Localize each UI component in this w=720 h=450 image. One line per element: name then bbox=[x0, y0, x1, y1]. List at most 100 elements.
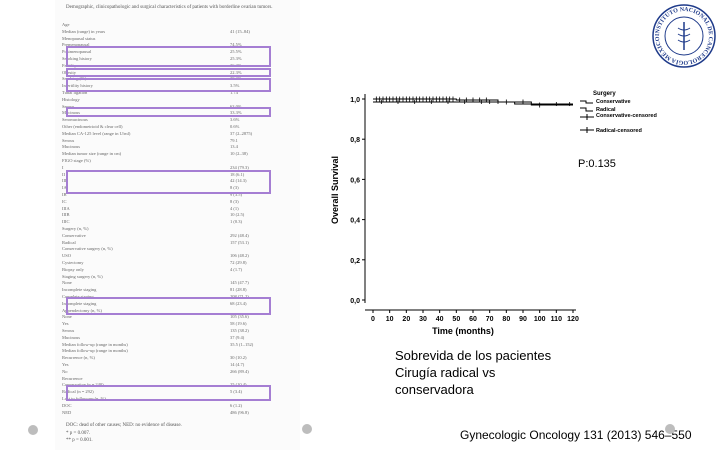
table-cell-label: Median CA-125 level (range in U/ml) bbox=[62, 130, 131, 136]
table-cell-value: 5 (3.4) bbox=[230, 389, 242, 395]
x-tick-label: 120 bbox=[567, 316, 579, 323]
x-tick-label: 60 bbox=[469, 316, 477, 323]
table-row: Mucinous 33.3% bbox=[62, 110, 282, 116]
table-cell-label: Median (range) in years bbox=[62, 28, 106, 34]
y-axis-label: Overall Survival bbox=[330, 156, 340, 224]
highlight-box bbox=[66, 297, 271, 315]
table-cell-label: Median tumor size (range in cm) bbox=[62, 151, 122, 157]
table-cell-label: Recurrence bbox=[62, 375, 83, 381]
table-cell-label: FIGO stage (%) bbox=[62, 158, 91, 163]
table-row: Conservative 292 (48.4) bbox=[62, 233, 282, 239]
table-row: II 18 (6.1) bbox=[62, 172, 282, 178]
table-row: Serous 79.1 bbox=[62, 138, 282, 144]
table-row: Biopsy only 4 (1.7) bbox=[62, 267, 282, 273]
table-cell-label: Infertility history bbox=[62, 83, 93, 89]
x-axis-label: Time (months) bbox=[432, 326, 494, 336]
x-tick-label: 80 bbox=[502, 316, 510, 323]
table-row: IIIC 1 (0.3) bbox=[62, 219, 282, 225]
table-cell-label: Median follow-up (range in months) bbox=[62, 341, 128, 347]
table-row: None 105 (35.6) bbox=[62, 314, 282, 320]
x-tick-label: 0 bbox=[371, 316, 375, 323]
table-cell-label: Tubal ligation bbox=[62, 90, 88, 95]
table-row: FIGO stage (%) bbox=[62, 158, 282, 164]
table-cell-value: 42 (14.3) bbox=[230, 178, 247, 184]
table-cell-label: Cystectomy bbox=[62, 260, 84, 265]
decorative-dot bbox=[28, 425, 38, 435]
table-cell-label: Mucinous bbox=[62, 110, 80, 116]
table-cell-value: 4 (1.7) bbox=[230, 266, 242, 272]
table-cell-value: 22.3% bbox=[230, 69, 242, 75]
table-row: Recurrence (n, %) 30 (10.2) bbox=[62, 355, 282, 361]
table-cell-value: 10 (2.5) bbox=[230, 212, 245, 218]
table-row: Yes 58 (19.6) bbox=[62, 321, 282, 327]
table-cell-label: IA bbox=[62, 185, 67, 191]
table-cell-label: Mucinous bbox=[62, 334, 80, 340]
x-tick-label: 50 bbox=[452, 316, 460, 323]
legend-label: Radical bbox=[596, 107, 616, 113]
table-cell-value: 58 (19.6) bbox=[230, 321, 247, 327]
table-row: Serous 63.0% bbox=[62, 104, 282, 110]
table-row: Infertility history 3.5% bbox=[62, 83, 282, 89]
table-cell-label: Menopausal status bbox=[62, 35, 96, 41]
table-cell-value: 13.4 bbox=[230, 144, 238, 150]
p-value-label: P:0.135 bbox=[578, 158, 616, 170]
table-cell-value: 4 (1) bbox=[230, 205, 239, 211]
table-cell-label: Serous bbox=[62, 103, 75, 109]
table-row: Age bbox=[62, 22, 282, 28]
table-cell-label: IB bbox=[62, 192, 67, 197]
table-row: Median CA-125 level (range in U/ml) 37 (2… bbox=[62, 131, 282, 137]
table-cell-label: IIIB bbox=[62, 212, 70, 218]
table-cell-label: Radical bbox=[62, 239, 76, 245]
table-row: Radical 157 (53.1) bbox=[62, 240, 282, 246]
table-footnote: DOC: dead of other causes; NED: no evide… bbox=[66, 423, 182, 428]
survival-chart: Overall Survival Time (months) P:0.135 S… bbox=[330, 91, 657, 336]
table-cell-value: 234 (79.3) bbox=[230, 164, 249, 170]
table-cell-value: 68 (23.4) bbox=[230, 300, 247, 306]
x-tick-label: 20 bbox=[402, 316, 410, 323]
table-cell-label: Surgery (n, %) bbox=[62, 226, 89, 231]
table-row: Conservative surgery (n, %) bbox=[62, 246, 282, 252]
table-cell-label: Incomplete staging bbox=[62, 300, 97, 306]
table-row: Mucinous 37 (9.4) bbox=[62, 335, 282, 341]
chart-series bbox=[373, 96, 573, 108]
table-cell-value: 79.1 bbox=[230, 137, 238, 143]
description: Sobrevida de los pacientes Cirugía radic… bbox=[395, 348, 552, 397]
y-tick-label: 1,0 bbox=[350, 97, 360, 104]
table-cell-value: 37 (2–2875) bbox=[230, 130, 253, 136]
y-tick-label: 0,6 bbox=[350, 177, 360, 184]
table-row: IA 8 (3) bbox=[62, 185, 282, 191]
table-cell-label: Lost to follow-up (n, %) bbox=[62, 396, 106, 401]
table-row: IIIA 4 (1) bbox=[62, 206, 282, 212]
x-tick-label: 10 bbox=[386, 316, 394, 323]
table-row: IB 9 (3.5) bbox=[62, 192, 282, 198]
x-tick-label: 110 bbox=[551, 316, 562, 323]
y-tick-label: 0,4 bbox=[350, 218, 360, 225]
table-cell-value: 157 (53.1) bbox=[230, 239, 249, 245]
table-row: Complete staging 208 (71.2) bbox=[62, 294, 282, 300]
table-row: Median (range) in years 41 (15–84) bbox=[62, 29, 282, 35]
table-footnote: * p = 0.007. bbox=[66, 431, 91, 436]
table-row: Radical (n = 292) 5 (3.4) bbox=[62, 389, 282, 395]
table-row: Incomplete staging 81 (28.8) bbox=[62, 287, 282, 293]
table-row: Incomplete staging 68 (23.4) bbox=[62, 301, 282, 307]
table-cell-label: Smoking history bbox=[62, 56, 92, 61]
series-line bbox=[373, 101, 573, 105]
table-row: Smoking history 25.3% bbox=[62, 56, 282, 62]
decorative-dot bbox=[665, 424, 675, 434]
highlight-box bbox=[66, 68, 271, 77]
table-row: None 145 (47.7) bbox=[62, 280, 282, 286]
table-row: Yes 14 (4.7) bbox=[62, 362, 282, 368]
table-row: Serous 135 (38.2) bbox=[62, 328, 282, 334]
table-cell-label: I bbox=[62, 164, 64, 170]
table-row: Lost to follow-up (n, %) bbox=[62, 396, 282, 402]
legend-title: Surgery bbox=[593, 91, 616, 97]
x-tick-label: 90 bbox=[519, 316, 527, 323]
table-cell-label: Histology bbox=[62, 96, 80, 102]
table-cell-value: 35.5 (1–152) bbox=[230, 341, 254, 347]
table-cell-label: Obesity bbox=[62, 69, 76, 75]
table-cell-value: 3.6% bbox=[230, 117, 240, 123]
table-row: USO 106 (48.2) bbox=[62, 253, 282, 259]
table-row: IIIB 10 (2.5) bbox=[62, 212, 282, 218]
x-tick-label: 40 bbox=[436, 316, 444, 323]
table-row: Median follow-up (range in months) bbox=[62, 348, 282, 354]
